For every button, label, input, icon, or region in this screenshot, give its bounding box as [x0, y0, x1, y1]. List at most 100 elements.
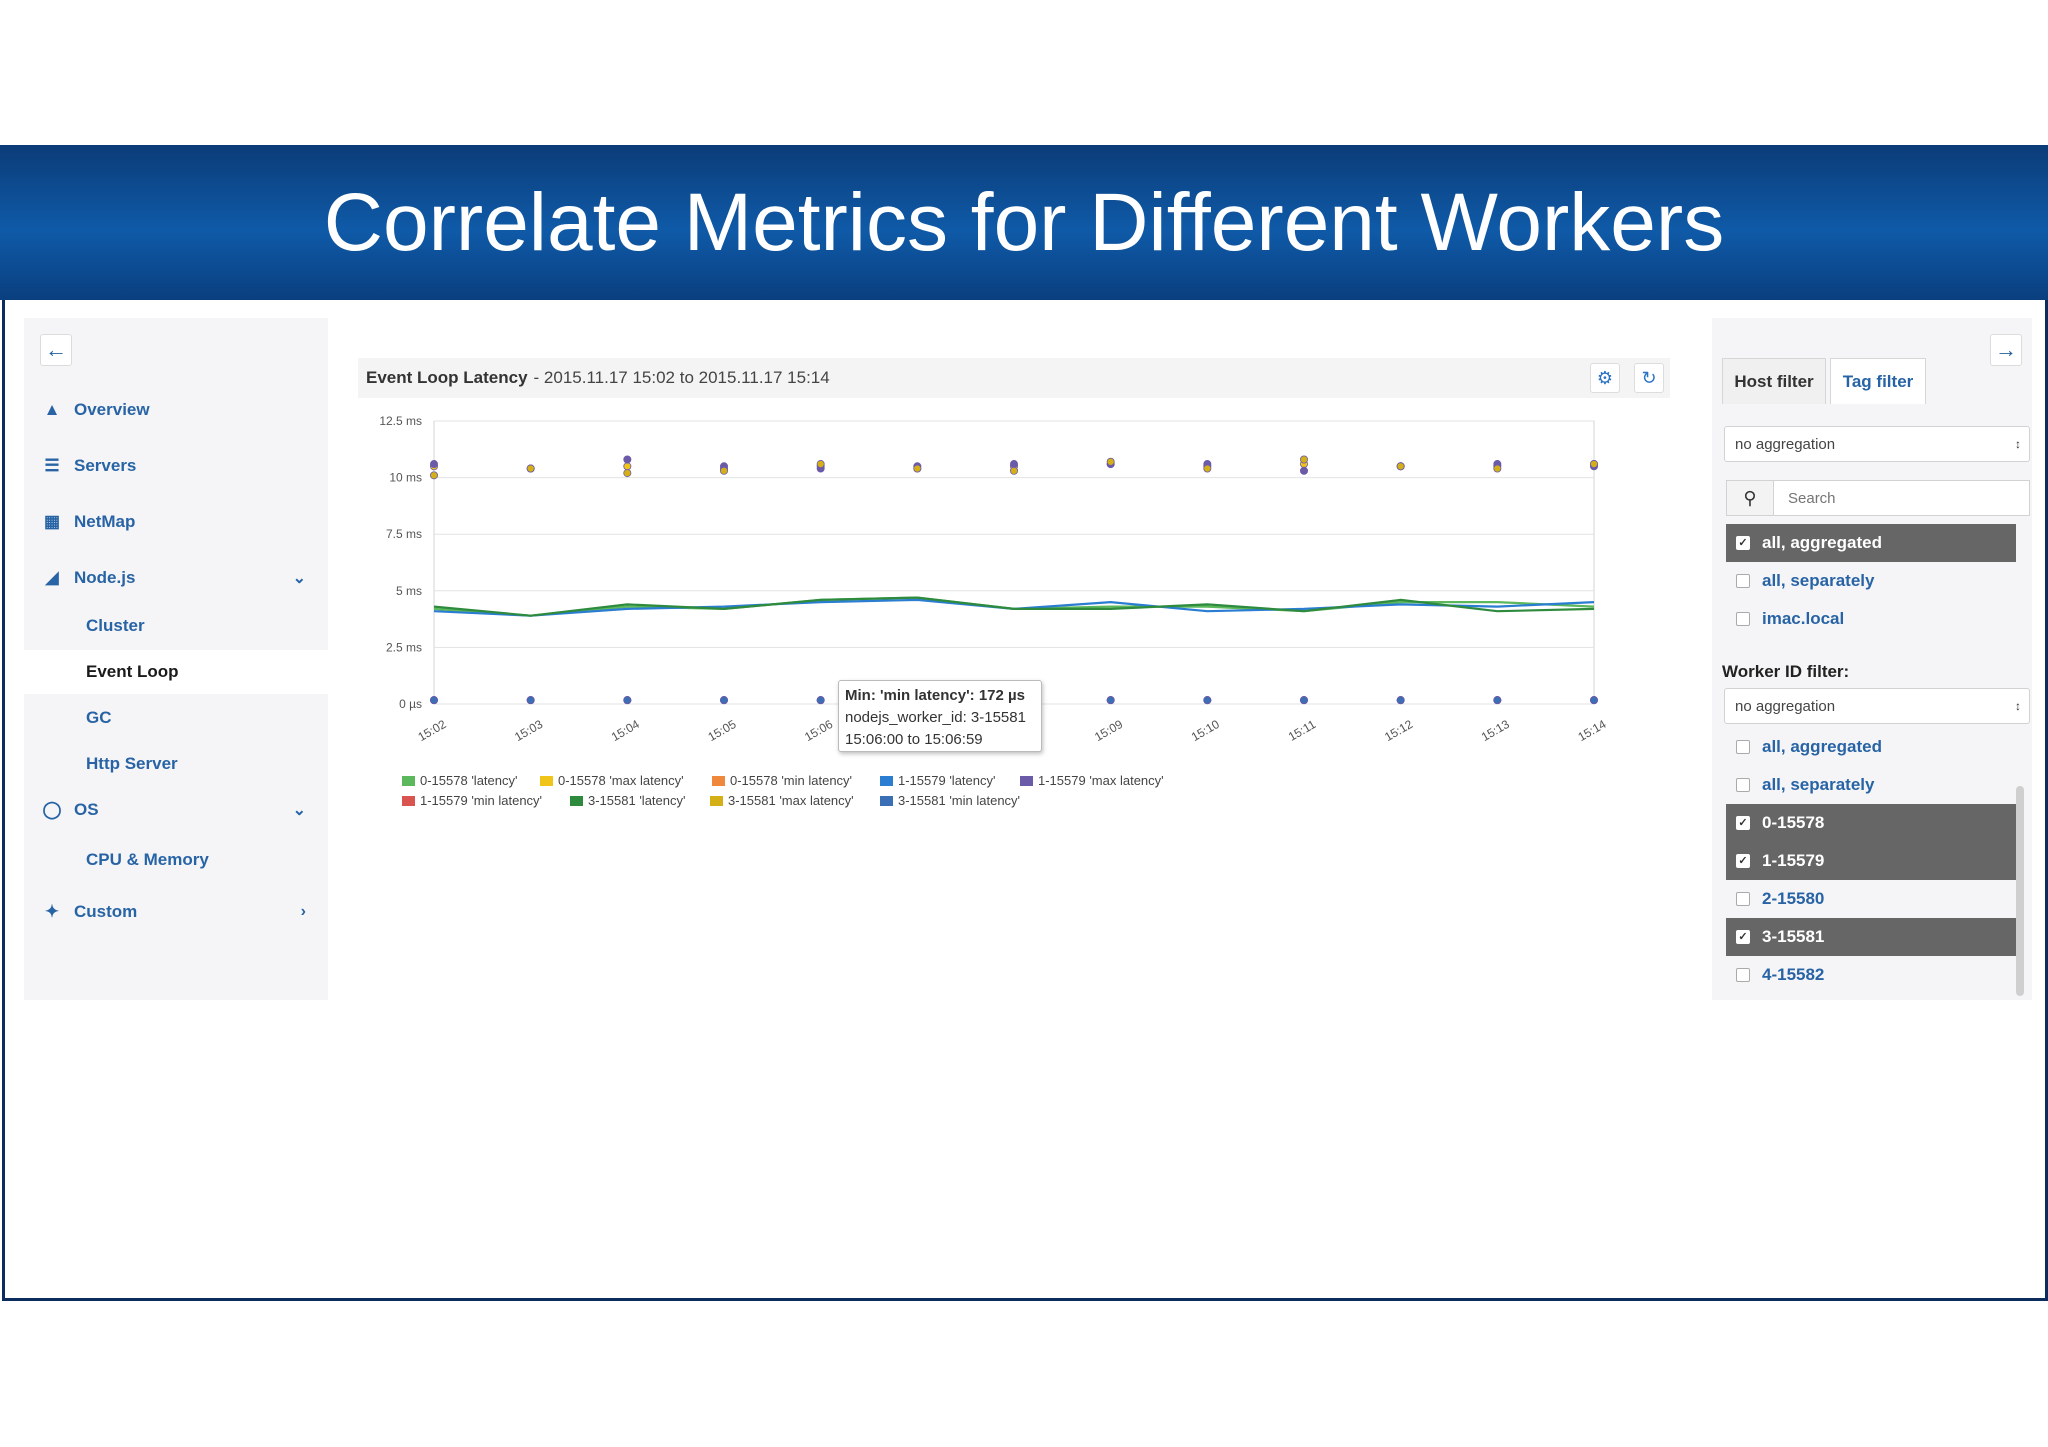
legend-label[interactable]: 3-15581 'min latency' [898, 793, 1020, 808]
worker-item-all-separately[interactable]: all, separately [1726, 766, 2016, 804]
checkbox-checked-icon: ✓ [1736, 930, 1750, 944]
host-item-label: all, separately [1762, 571, 1875, 590]
worker-id-filter-label: Worker ID filter: [1722, 662, 1850, 681]
tab-tag-filter[interactable]: Tag filter [1830, 358, 1926, 404]
legend-label[interactable]: 3-15581 'max latency' [728, 793, 854, 808]
data-point[interactable] [1300, 455, 1309, 464]
data-point[interactable] [1396, 696, 1405, 705]
checkbox-icon [1736, 574, 1750, 588]
chart-tooltip: Min: 'min latency': 172 µs nodejs_worker… [838, 680, 1042, 752]
chart-panel-title: Event Loop Latency [366, 368, 528, 387]
sidebar-item-netmap[interactable]: ▦ NetMap [24, 500, 328, 544]
chevron-down-icon: ⌄ [292, 802, 306, 819]
data-point[interactable] [623, 462, 632, 471]
sidebar-item-custom[interactable]: ✦ Custom › [24, 890, 328, 934]
data-point[interactable] [430, 696, 439, 705]
worker-item-1-15579[interactable]: ✓ 1-15579 [1726, 842, 2016, 880]
data-point[interactable] [430, 460, 439, 469]
legend-label[interactable]: 0-15578 'max latency' [558, 773, 684, 788]
chart-panel-header: Event Loop Latency - 2015.11.17 15:02 to… [358, 358, 1670, 398]
sidebar-item-nodejs[interactable]: ◢ Node.js ⌄ [24, 556, 328, 600]
data-point[interactable] [913, 464, 922, 473]
sidebar-item-label: Overview [74, 400, 150, 419]
sidebar-item-cluster[interactable]: Cluster [86, 616, 145, 635]
data-point[interactable] [1106, 457, 1115, 466]
collapse-sidebar-button[interactable]: ← [40, 334, 72, 366]
data-point[interactable] [1396, 462, 1405, 471]
data-point[interactable] [719, 466, 728, 475]
legend-swatch [1020, 776, 1033, 786]
data-point[interactable] [1010, 460, 1019, 469]
x-tick-label: 15:12 [1382, 717, 1415, 744]
y-tick-label: 0 µs [399, 697, 422, 711]
legend-label[interactable]: 1-15579 'min latency' [420, 793, 542, 808]
sidebar-item-label: Servers [74, 456, 137, 475]
host-item-imac-local[interactable]: imac.local [1726, 600, 2016, 638]
collapse-filter-panel-button[interactable]: → [1990, 334, 2022, 366]
data-point[interactable] [526, 696, 535, 705]
worker-item-2-15580[interactable]: 2-15580 [1726, 880, 2016, 918]
sidebar-item-event-loop[interactable]: Event Loop [24, 650, 328, 694]
x-tick-label: 15:11 [1286, 717, 1319, 744]
data-point[interactable] [1590, 460, 1599, 469]
legend-label[interactable]: 3-15581 'latency' [588, 793, 685, 808]
search-button[interactable]: ⚲ [1726, 480, 1774, 516]
data-point[interactable] [623, 455, 632, 464]
data-point[interactable] [1300, 466, 1309, 475]
sidebar-item-http-server[interactable]: Http Server [86, 754, 178, 773]
legend-swatch [880, 776, 893, 786]
chart-settings-button[interactable]: ⚙ [1590, 363, 1620, 393]
data-point[interactable] [816, 460, 825, 469]
search-icon: ⚲ [1743, 487, 1757, 508]
chart-refresh-button[interactable]: ↻ [1634, 363, 1664, 393]
y-tick-label: 10 ms [389, 471, 422, 485]
host-item-all-separately[interactable]: all, separately [1726, 562, 2016, 600]
legend-label[interactable]: 1-15579 'max latency' [1038, 773, 1164, 788]
data-point[interactable] [623, 696, 632, 705]
slide-title: Correlate Metrics for Different Workers [323, 176, 1725, 268]
data-point[interactable] [1493, 464, 1502, 473]
x-tick-label: 15:05 [705, 717, 738, 744]
legend-label[interactable]: 1-15579 'latency' [898, 773, 995, 788]
host-item-all-aggregated[interactable]: ✓ all, aggregated [1726, 524, 2016, 562]
select-arrows-icon: ↕ [2015, 699, 2021, 713]
sidebar-item-os[interactable]: ◯ OS ⌄ [24, 788, 328, 832]
data-point[interactable] [623, 469, 632, 478]
worker-aggregation-select[interactable]: no aggregation ↕ [1724, 688, 2030, 724]
data-point[interactable] [1106, 696, 1115, 705]
data-point[interactable] [430, 471, 439, 480]
sidebar-item-overview[interactable]: ▲ Overview [24, 388, 328, 432]
sidebar-item-cpu-memory[interactable]: CPU & Memory [86, 850, 209, 869]
data-point[interactable] [1203, 464, 1212, 473]
legend-label[interactable]: 0-15578 'min latency' [730, 773, 852, 788]
refresh-icon: ↻ [1641, 367, 1657, 388]
data-point[interactable] [526, 464, 535, 473]
legend-swatch [712, 776, 725, 786]
data-point[interactable] [1493, 696, 1502, 705]
data-point[interactable] [1590, 696, 1599, 705]
worker-item-label: all, aggregated [1762, 737, 1882, 756]
data-point[interactable] [1203, 696, 1212, 705]
data-point[interactable] [1010, 466, 1019, 475]
tooltip-title: Min: 'min latency': 172 µs [845, 687, 1025, 704]
data-point[interactable] [719, 696, 728, 705]
sidebar-item-servers[interactable]: ☰ Servers [24, 444, 328, 488]
worker-item-3-15581[interactable]: ✓ 3-15581 [1726, 918, 2016, 956]
legend-label[interactable]: 0-15578 'latency' [420, 773, 517, 788]
data-point[interactable] [1300, 696, 1309, 705]
sidebar-item-gc[interactable]: GC [86, 708, 112, 727]
data-point[interactable] [816, 696, 825, 705]
worker-item-label: 4-15582 [1762, 965, 1825, 984]
y-tick-label: 12.5 ms [379, 414, 422, 428]
worker-item-0-15578[interactable]: ✓ 0-15578 [1726, 804, 2016, 842]
sidebar-item-label: NetMap [74, 512, 136, 531]
worker-item-4-15582[interactable]: 4-15582 [1726, 956, 2016, 994]
worker-list-scrollbar[interactable] [2016, 786, 2024, 996]
filter-panel: → Host filter Tag filter no aggregation … [1712, 318, 2032, 1000]
host-search-input[interactable] [1774, 480, 2030, 516]
host-aggregation-select[interactable]: no aggregation ↕ [1724, 426, 2030, 462]
x-tick-label: 15:14 [1575, 717, 1608, 744]
tab-host-filter[interactable]: Host filter [1722, 358, 1826, 404]
worker-item-all-aggregated[interactable]: all, aggregated [1726, 728, 2016, 766]
sidebar: ← ▲ Overview ☰ Servers ▦ NetMap ◢ Node.j… [24, 318, 328, 1000]
